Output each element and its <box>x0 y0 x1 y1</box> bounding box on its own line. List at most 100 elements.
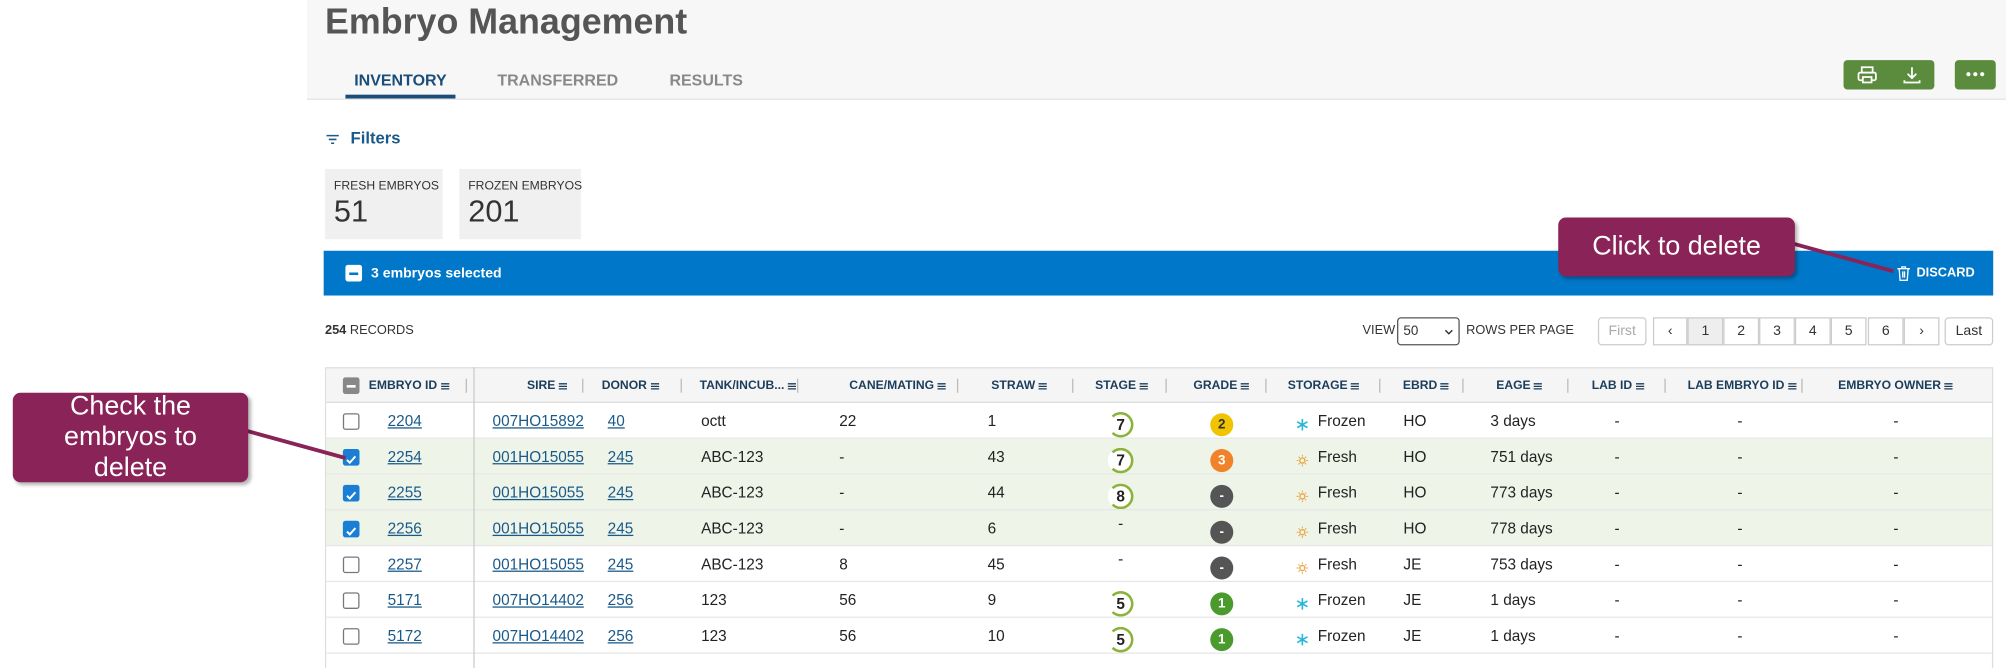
summary-value: 201 <box>468 194 520 230</box>
stage-ring <box>1107 483 1134 510</box>
column-header[interactable]: LAB ID <box>1542 368 1696 403</box>
storage-text: Fresh <box>1317 447 1357 466</box>
cell-link[interactable]: 001HO15055 <box>492 555 584 574</box>
check-mark <box>344 486 358 500</box>
cell-link[interactable]: 007HO14402 <box>492 626 584 645</box>
row-checkbox[interactable] <box>342 592 360 609</box>
storage-icon-svg <box>1296 526 1309 538</box>
page-button[interactable]: 3 <box>1759 317 1795 346</box>
download-icon <box>1901 64 1923 86</box>
cell: 22 <box>839 411 857 430</box>
storage-icon <box>1296 629 1309 646</box>
page-button[interactable]: 1 <box>1687 317 1724 346</box>
rows-select[interactable]: 50 <box>1397 317 1460 346</box>
column-header[interactable]: DONOR <box>554 368 708 403</box>
page-button[interactable]: ‹ <box>1652 317 1688 346</box>
cell: ABC-123 <box>701 483 764 502</box>
storage-icon-svg <box>1296 454 1309 467</box>
column-header[interactable]: EMBRYO OWNER <box>1819 368 1973 403</box>
column-separator <box>1801 378 1803 393</box>
cell-link[interactable]: 256 <box>607 591 634 609</box>
column-header[interactable]: CANE/MATING <box>821 368 975 403</box>
storage-icon-svg <box>1296 633 1308 646</box>
cell-link[interactable]: 2255 <box>387 483 422 502</box>
column-menu <box>1240 381 1250 391</box>
cell-link[interactable]: 001HO15055 <box>492 483 584 502</box>
discard-button[interactable]: DISCARD <box>1916 266 1975 281</box>
row-checkbox[interactable] <box>342 449 360 466</box>
page-button[interactable]: 6 <box>1867 317 1904 346</box>
summary-card: FRESH EMBRYOS 51 <box>324 168 443 240</box>
storage-icon <box>1296 594 1309 610</box>
page-button[interactable]: 2 <box>1723 317 1760 346</box>
page-button[interactable]: 4 <box>1794 317 1831 346</box>
row-checkbox[interactable] <box>342 628 360 645</box>
storage-text: Frozen <box>1317 591 1366 609</box>
cell: - <box>1737 447 1743 466</box>
trash-icon <box>1895 264 1913 283</box>
cell-link[interactable]: 5171 <box>387 591 422 609</box>
column-separator <box>1379 378 1381 393</box>
column-header[interactable]: STAGE <box>1045 368 1199 403</box>
column-separator <box>582 378 584 393</box>
row-checkbox[interactable] <box>342 520 360 538</box>
column-header[interactable]: STORAGE <box>1247 368 1401 403</box>
cell: 778 days <box>1490 519 1553 538</box>
column-separator <box>680 378 682 393</box>
page-button[interactable]: First <box>1597 317 1647 346</box>
grade-badge: 1 <box>1210 592 1234 616</box>
cell: - <box>1737 591 1743 609</box>
cell-link[interactable]: 40 <box>607 411 625 430</box>
stage-value: - <box>1118 550 1124 569</box>
column-separator <box>956 378 959 393</box>
cell-link[interactable]: 245 <box>607 519 634 538</box>
page-button[interactable]: › <box>1903 317 1940 346</box>
summary-card: FROZEN EMBRYOS 201 <box>459 168 582 240</box>
row-checkbox[interactable] <box>342 413 360 430</box>
cell-link[interactable]: 007HO14402 <box>492 591 584 609</box>
column-header[interactable]: EBRD <box>1350 368 1504 403</box>
row-checkbox[interactable] <box>342 556 360 574</box>
column-header[interactable]: SIRE <box>471 368 625 403</box>
filters-link[interactable]: Filters <box>350 127 401 148</box>
minus <box>349 272 359 276</box>
storage-text: Frozen <box>1317 626 1366 645</box>
row-checkbox[interactable] <box>342 484 360 502</box>
cell-link[interactable]: 256 <box>607 626 634 645</box>
stage-value: 7 <box>1116 415 1125 434</box>
cell-link[interactable]: 245 <box>607 483 634 502</box>
cell-link[interactable]: 001HO15055 <box>492 519 584 538</box>
cell-link[interactable]: 2204 <box>387 411 422 430</box>
storage-icon <box>1296 558 1309 574</box>
column-title: STORAGE <box>1287 378 1348 393</box>
cell: - <box>1893 591 1899 609</box>
export-buttons[interactable] <box>1843 60 1935 90</box>
cell-link[interactable]: 2256 <box>387 519 422 538</box>
column-header[interactable]: TANK/INCUB... <box>672 368 826 403</box>
cell-link[interactable]: 245 <box>607 555 634 574</box>
column-header[interactable]: GRADE <box>1145 368 1299 403</box>
cell-link[interactable]: 001HO15055 <box>492 447 584 466</box>
cell: 753 days <box>1490 555 1553 574</box>
more-button[interactable] <box>1954 60 1996 90</box>
stage-value: 7 <box>1116 451 1125 470</box>
selection-count: 3 embryos selected <box>371 265 502 281</box>
cell-link[interactable]: 2257 <box>387 555 422 574</box>
page-button[interactable]: Last <box>1944 317 1994 346</box>
cell-link[interactable]: 007HO15892 <box>492 411 584 430</box>
column-header[interactable]: EMBRYO ID <box>333 368 487 403</box>
tab[interactable]: RESULTS <box>669 71 743 90</box>
cell-link[interactable]: 2254 <box>387 447 422 466</box>
cell-link[interactable]: 5172 <box>387 626 422 645</box>
storage-text: Fresh <box>1317 555 1357 574</box>
column-header[interactable]: LAB EMBRYO ID <box>1666 368 1820 403</box>
stage-value: 5 <box>1116 594 1125 613</box>
cell-link[interactable]: 245 <box>607 447 634 466</box>
page-button[interactable]: 5 <box>1830 317 1867 346</box>
column-menu-svg <box>1038 382 1047 389</box>
column-header[interactable]: STRAW <box>943 368 1097 403</box>
column-header[interactable]: EAGE <box>1443 368 1597 403</box>
tab[interactable]: INVENTORY <box>354 71 447 90</box>
tab[interactable]: TRANSFERRED <box>497 71 619 90</box>
rows-suffix: ROWS PER PAGE <box>1466 323 1574 338</box>
